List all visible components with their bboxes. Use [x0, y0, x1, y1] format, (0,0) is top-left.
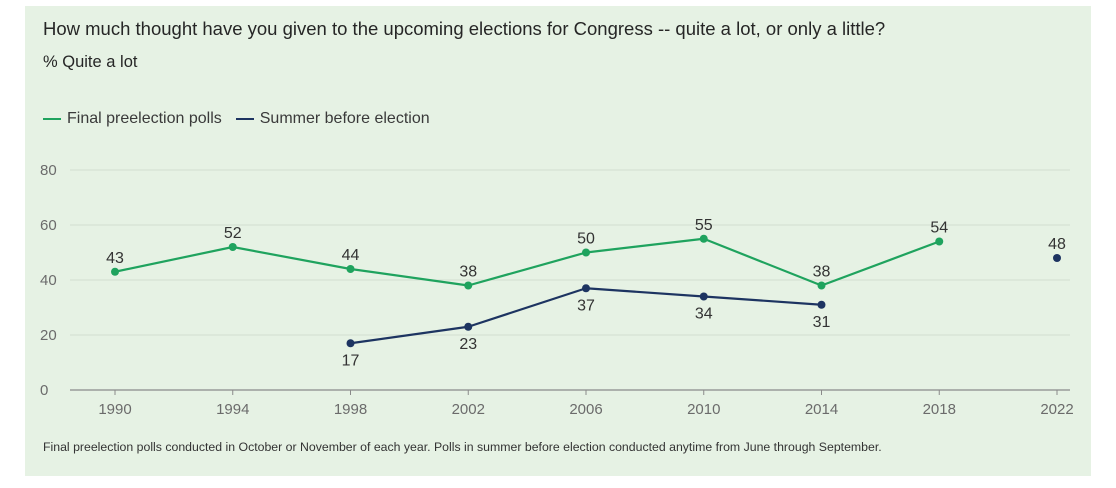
data-label: 23	[459, 336, 477, 353]
legend-item-final-preelection: Final preelection polls	[43, 110, 222, 128]
data-point	[582, 248, 590, 257]
y-tick-label: 20	[40, 327, 57, 344]
x-tick-label: 2014	[805, 401, 838, 418]
data-point	[1053, 254, 1061, 262]
chart-card: How much thought have you given to the u…	[25, 6, 1091, 476]
y-tick-label: 60	[40, 217, 57, 234]
chart-subtitle: % Quite a lot	[43, 53, 138, 71]
data-point	[817, 281, 826, 290]
data-point	[935, 237, 944, 246]
data-point	[346, 265, 355, 273]
data-point	[699, 292, 708, 301]
legend-label: Final preelection polls	[67, 110, 222, 127]
series-line	[114, 237, 940, 287]
data-label: 34	[695, 306, 713, 323]
x-tick-label: 2002	[452, 401, 485, 418]
legend-swatch-navy	[235, 118, 254, 120]
data-point	[464, 322, 473, 331]
x-tick-label: 1998	[334, 401, 367, 418]
line-chart: 0 20 40 60 80 1990 1994 1998 2002 2006 2010 2014 201…	[40, 162, 1074, 418]
y-tick-label: 40	[40, 272, 57, 289]
legend-swatch-green	[43, 118, 61, 120]
legend-item-summer: Summer before election	[235, 110, 430, 128]
data-label: 31	[813, 314, 831, 331]
data-label: 50	[577, 231, 595, 248]
data-point	[582, 284, 590, 293]
data-point	[111, 267, 119, 276]
data-point	[817, 300, 826, 309]
data-label: 17	[342, 352, 360, 369]
chart-title: How much thought have you given to the u…	[43, 18, 886, 39]
x-tick-label: 2006	[569, 401, 602, 418]
data-label: 38	[813, 264, 831, 281]
data-label: 37	[577, 297, 595, 314]
y-tick-label: 0	[40, 382, 48, 399]
data-label: 43	[106, 250, 124, 267]
data-point	[228, 243, 237, 251]
chart-legend: Final preelection polls Summer before el…	[43, 110, 444, 128]
data-point	[464, 281, 473, 290]
y-tick-label: 80	[40, 162, 57, 179]
x-tick-label: 2018	[923, 401, 956, 418]
data-label: 48	[1048, 236, 1066, 253]
x-tick-label: 2010	[687, 401, 720, 418]
data-label: 52	[224, 225, 242, 242]
legend-label: Summer before election	[259, 110, 430, 127]
x-tick-label: 1994	[216, 401, 249, 418]
data-label: 54	[930, 220, 948, 237]
data-point	[346, 339, 355, 348]
data-label: 44	[342, 247, 360, 264]
x-tick-label: 1990	[98, 401, 131, 418]
data-label: 55	[695, 217, 713, 234]
data-label: 38	[459, 264, 477, 281]
data-point	[699, 234, 708, 243]
chart-footnote: Final preelection polls conducted in Oct…	[43, 440, 882, 454]
x-tick-label: 2022	[1040, 401, 1073, 418]
